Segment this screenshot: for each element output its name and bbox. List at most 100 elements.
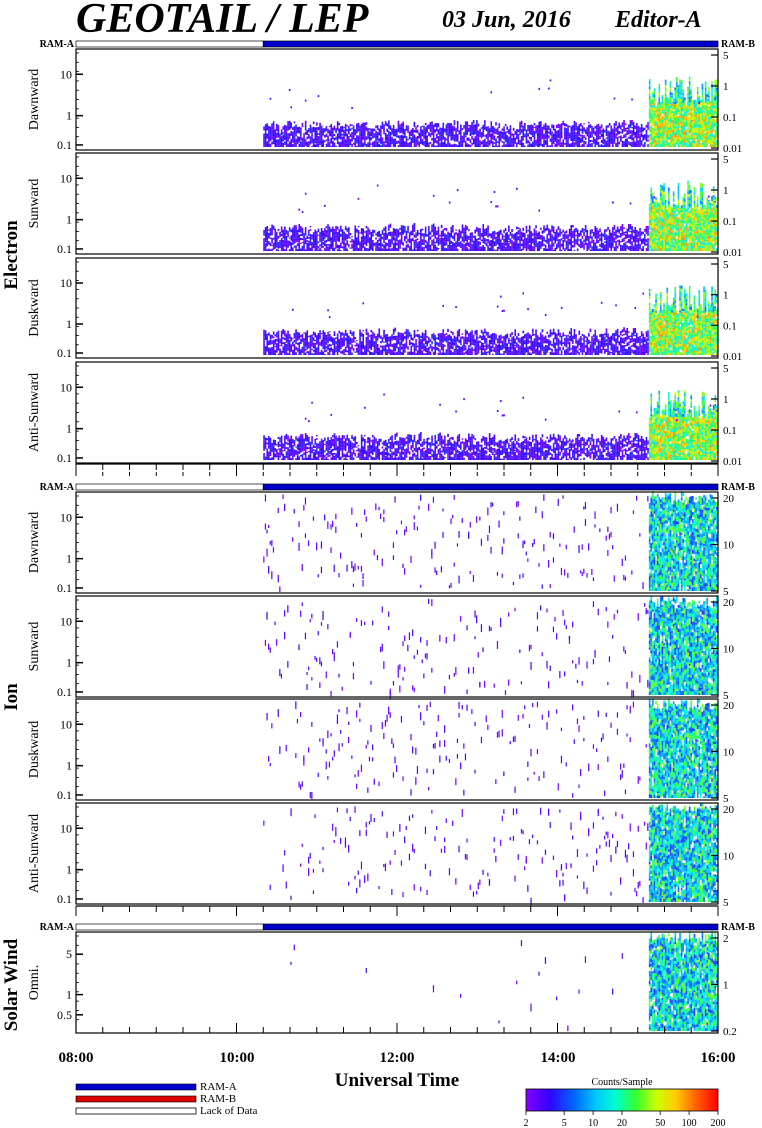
- spectrogram-cell: [657, 117, 659, 120]
- spectrogram-cell: [673, 130, 675, 133]
- spectrogram-cell: [550, 232, 552, 235]
- spectrogram-cell: [478, 244, 480, 246]
- spectrogram-cell: [590, 124, 592, 126]
- spectrogram-cell: [468, 245, 470, 247]
- spectrogram-cell: [679, 130, 681, 132]
- spectrogram-cell: [692, 133, 694, 135]
- spectrogram-cell: [478, 232, 480, 235]
- spectrogram-cell: [481, 233, 483, 236]
- spectrogram-cell: [449, 133, 451, 135]
- spectrogram-cell: [359, 125, 361, 128]
- spectrogram-cell: [644, 136, 646, 138]
- spectrogram-cell: [446, 129, 448, 132]
- spectrogram-cell: [534, 231, 536, 232]
- spectrogram-cell: [588, 245, 590, 247]
- spectrogram-cell: [599, 145, 601, 146]
- spectrogram-cell: [686, 124, 688, 127]
- spectrogram-cell: [599, 132, 601, 133]
- spectrogram-cell: [380, 238, 382, 241]
- spectrogram-cell: [553, 239, 555, 240]
- spectrogram-cell: [686, 136, 688, 138]
- spectrogram-cell: [487, 249, 489, 251]
- spectrogram-cell: [378, 139, 380, 141]
- spectrogram-cell: [265, 243, 267, 246]
- spectrogram-cell: [418, 142, 420, 144]
- spectrogram-cell: [713, 99, 715, 100]
- spectrogram-cell: [481, 127, 483, 128]
- spectrogram-cell: [482, 233, 484, 235]
- ram-label-left: RAM-A: [40, 39, 75, 50]
- spectrogram-cell: [282, 247, 284, 249]
- spectrogram-cell: [594, 139, 596, 142]
- spectrogram-cell: [607, 141, 609, 143]
- spectrogram-cell: [345, 247, 347, 249]
- spectrogram-cell: [460, 143, 462, 144]
- spectrogram-cell: [646, 248, 648, 251]
- spectrogram-cell: [318, 229, 320, 232]
- spectrogram-cell: [674, 104, 676, 107]
- spectrogram-cell: [657, 114, 659, 117]
- spectrogram-cell: [322, 246, 324, 248]
- spectrogram-cell: [486, 244, 488, 246]
- spectrogram-cell: [652, 123, 654, 126]
- spectrogram-cell: [559, 124, 561, 127]
- spectrogram-cell: [286, 138, 288, 140]
- spectrogram-cell: [484, 241, 486, 243]
- spectrogram-cell: [569, 239, 571, 242]
- spectrogram-cell: [594, 126, 596, 128]
- spectrogram-cell: [649, 140, 651, 142]
- spectrogram-cell: [524, 235, 526, 236]
- spectrogram-cell: [489, 128, 491, 130]
- spectrogram-cell: [569, 232, 571, 235]
- spectrogram-cell: [614, 127, 616, 129]
- spectrogram-cell: [678, 95, 680, 96]
- spectrogram-cell: [623, 144, 625, 146]
- spectrogram-cell: [335, 146, 337, 147]
- spectrogram-cell: [298, 141, 300, 142]
- spectrogram-cell: [474, 128, 476, 131]
- spectrogram-cell: [270, 130, 272, 132]
- spectrogram-cell: [369, 142, 371, 143]
- spectrogram-cell: [281, 242, 283, 244]
- spectrogram-cell: [567, 247, 569, 249]
- spectrogram-cell: [449, 248, 451, 251]
- spectrogram-cell: [546, 145, 548, 147]
- spectrogram-cell: [554, 237, 556, 239]
- spectrogram-cell: [681, 131, 683, 133]
- spectrogram-cell: [393, 133, 395, 136]
- spectrogram-cell: [647, 233, 649, 236]
- spectrogram-cell: [607, 138, 609, 140]
- spectrogram-cell: [482, 142, 484, 144]
- spectrogram-cell: [625, 248, 627, 251]
- spectrogram-cell: [630, 135, 632, 138]
- spectrogram-cell: [374, 133, 376, 135]
- spectrogram-cell: [614, 126, 616, 128]
- spectrogram-cell: [444, 130, 446, 132]
- spectrogram-cell: [372, 234, 374, 237]
- spectrogram-cell: [558, 239, 560, 241]
- spectrogram-cell: [438, 227, 440, 230]
- spectrogram-cell: [606, 129, 608, 132]
- spectrogram-cell: [668, 133, 670, 135]
- spectrogram-cell: [417, 136, 419, 138]
- spectrogram-cell: [342, 128, 344, 130]
- spectrogram-cell: [622, 122, 624, 125]
- spectrogram-cell: [383, 130, 385, 132]
- spectrogram-cell: [610, 136, 612, 137]
- spectrogram-cell: [359, 232, 361, 233]
- spectrogram-cell: [292, 241, 294, 242]
- spectrogram-cell: [634, 135, 636, 138]
- spectrogram-cell: [313, 129, 315, 132]
- spectrogram-cell: [655, 121, 657, 123]
- spectrogram-cell: [678, 88, 680, 91]
- spectrogram-cell: [615, 137, 617, 139]
- spectrogram-cell: [556, 244, 558, 246]
- spectrogram-cell: [679, 90, 681, 93]
- spectrogram-cell: [558, 241, 560, 242]
- spectrogram-cell: [455, 138, 457, 141]
- spectrogram-cell: [678, 116, 680, 118]
- spectrogram-cell: [450, 230, 452, 231]
- spectrogram-cell: [294, 132, 296, 135]
- spectrogram-cell: [524, 236, 526, 238]
- spectrogram-cell: [330, 143, 332, 144]
